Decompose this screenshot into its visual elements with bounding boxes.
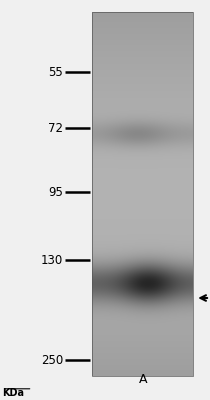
Text: 130: 130 xyxy=(41,254,63,266)
Bar xyxy=(92,12,193,376)
Text: 95: 95 xyxy=(48,186,63,198)
Text: A: A xyxy=(139,373,147,386)
Text: 250: 250 xyxy=(41,354,63,366)
Text: 72: 72 xyxy=(48,122,63,134)
Text: 55: 55 xyxy=(48,66,63,78)
Text: KDa: KDa xyxy=(2,388,24,398)
